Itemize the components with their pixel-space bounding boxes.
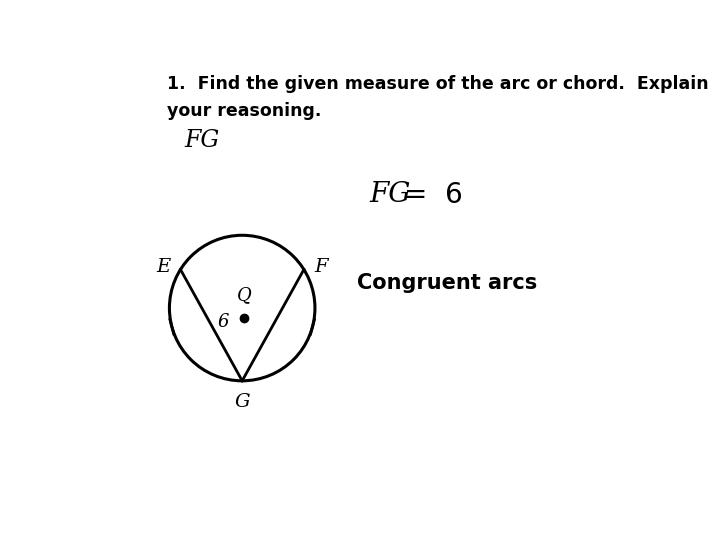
Text: =  6: = 6 <box>405 181 463 209</box>
Text: FG: FG <box>369 181 410 208</box>
Text: your reasoning.: your reasoning. <box>167 102 322 120</box>
Text: 6: 6 <box>217 313 229 331</box>
Text: E: E <box>156 259 170 276</box>
Text: Q: Q <box>237 286 251 304</box>
Text: Congruent arcs: Congruent arcs <box>356 273 537 293</box>
Text: FG: FG <box>184 129 219 152</box>
Text: 1.  Find the given measure of the arc or chord.  Explain: 1. Find the given measure of the arc or … <box>167 75 709 93</box>
Text: G: G <box>235 393 250 411</box>
Text: F: F <box>315 259 328 276</box>
